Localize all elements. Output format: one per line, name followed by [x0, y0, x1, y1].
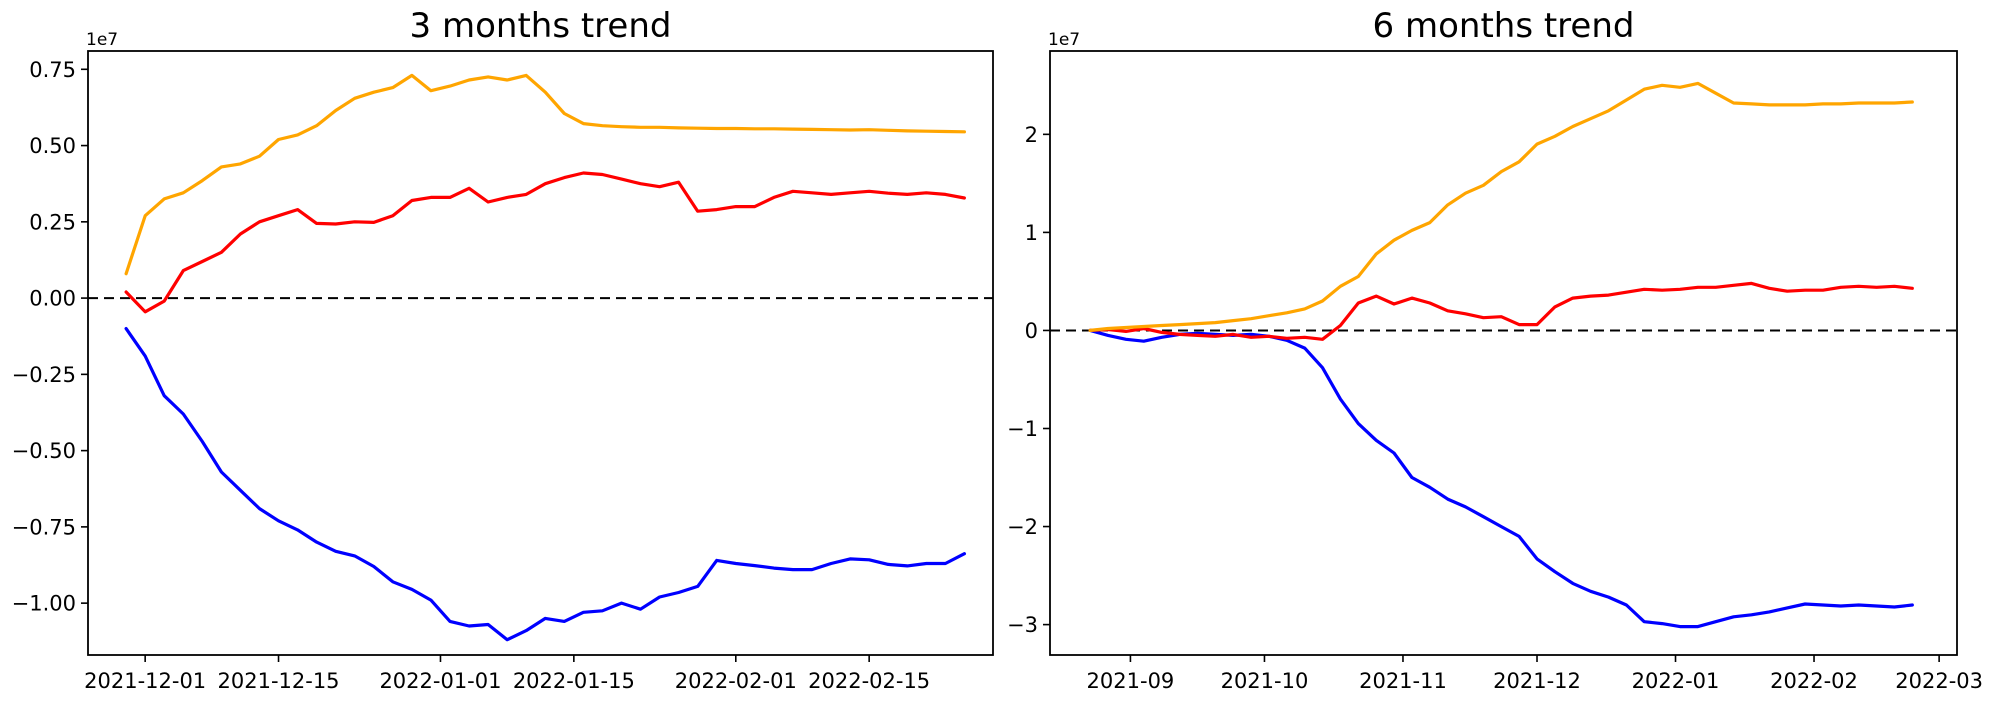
chart-6-months-trend: 6 months trend 1e7 2 1 0 −1 −2 −3 2021-09 2021-10… — [1000, 0, 2000, 700]
series-red-line — [124, 171, 967, 314]
y-tick-label: 1 — [1025, 221, 1038, 245]
x-tick-label: 2022-02-01 — [675, 669, 797, 693]
y-tick-label: 0.50 — [29, 134, 76, 158]
x-tick-label: 2021-11 — [1359, 669, 1447, 693]
x-tick-label: 2022-03 — [1895, 669, 1983, 693]
x-tick-label: 2021-09 — [1087, 669, 1175, 693]
x-tick-label: 2022-01 — [1632, 669, 1720, 693]
chart-title: 3 months trend — [410, 6, 672, 46]
plot-area-border — [1049, 50, 1958, 656]
plot-area-border — [87, 50, 994, 656]
x-tick-label: 2021-12-01 — [84, 669, 206, 693]
chart-3-months-trend: 3 months trend 1e7 0.75 0.50 0.25 0.00 −0.25 −0… — [0, 0, 1000, 700]
x-tick-label: 2022-01-15 — [513, 669, 635, 693]
y-tick-label: −2 — [1007, 515, 1038, 539]
y-axis-offset-label: 1e7 — [1048, 30, 1080, 50]
x-tick-label: 2022-02-15 — [808, 669, 930, 693]
y-tick-label: 0.00 — [29, 287, 76, 311]
chart-canvas: 6 months trend 1e7 2 1 0 −1 −2 −3 2021-09 2021-10… — [1007, 6, 1983, 693]
series-blue-line — [1088, 328, 1914, 629]
y-tick-label: −0.75 — [12, 515, 76, 539]
x-tick-label: 2021-10 — [1221, 669, 1309, 693]
series-orange-line — [1088, 81, 1914, 332]
series-orange-line — [124, 73, 967, 276]
y-tick-label: −0.25 — [12, 363, 76, 387]
y-tick-label: −3 — [1007, 613, 1038, 637]
y-tick-label: −0.50 — [12, 439, 76, 463]
chart-canvas: 3 months trend 1e7 0.75 0.50 0.25 0.00 −0.25 −0… — [12, 6, 994, 693]
y-tick-label: 0.25 — [29, 210, 76, 234]
y-tick-label: −1.00 — [12, 592, 76, 616]
y-axis-offset-label: 1e7 — [86, 30, 118, 50]
chart-title: 6 months trend — [1373, 6, 1635, 46]
x-tick-label: 2021-12-15 — [218, 669, 340, 693]
series-blue-line — [124, 327, 967, 642]
x-tick-label: 2022-01-01 — [379, 669, 501, 693]
y-tick-label: 2 — [1025, 123, 1038, 147]
y-tick-label: 0.75 — [29, 58, 76, 82]
x-tick-label: 2021-12 — [1493, 669, 1581, 693]
y-tick-label: −1 — [1007, 417, 1038, 441]
series-red-line — [1088, 281, 1914, 341]
x-tick-label: 2022-02 — [1770, 669, 1858, 693]
y-tick-label: 0 — [1025, 319, 1038, 343]
